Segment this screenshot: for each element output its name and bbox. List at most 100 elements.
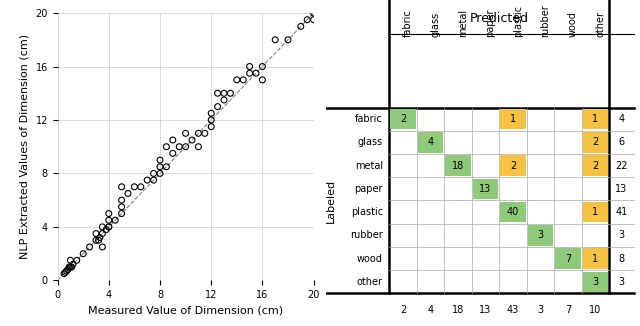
Point xyxy=(104,218,114,223)
Point xyxy=(302,17,312,22)
Bar xyxy=(390,109,415,129)
Point xyxy=(212,104,223,109)
Point xyxy=(244,64,255,69)
Bar xyxy=(583,272,608,292)
Point xyxy=(168,151,178,156)
Point xyxy=(91,231,101,236)
Text: 18: 18 xyxy=(452,305,464,315)
Text: paper: paper xyxy=(485,9,495,37)
Text: 1: 1 xyxy=(510,114,516,124)
Point xyxy=(193,144,204,149)
Text: 18: 18 xyxy=(452,161,464,170)
Point xyxy=(219,91,229,96)
Bar xyxy=(418,132,443,153)
Text: 2: 2 xyxy=(593,161,598,170)
Point xyxy=(97,231,108,236)
Point xyxy=(104,224,114,230)
Point xyxy=(257,77,268,82)
Point xyxy=(168,138,178,143)
Point xyxy=(308,10,319,16)
Point xyxy=(142,177,152,183)
Point xyxy=(104,224,114,230)
Bar xyxy=(500,156,525,176)
Text: wood: wood xyxy=(568,12,578,37)
Text: 10: 10 xyxy=(589,305,602,315)
Point xyxy=(155,164,165,170)
Point xyxy=(180,131,191,136)
Bar xyxy=(583,202,608,222)
Text: fabric: fabric xyxy=(355,114,383,124)
Point xyxy=(251,70,261,76)
Text: 1: 1 xyxy=(593,207,598,217)
Text: 13: 13 xyxy=(479,305,492,315)
Point xyxy=(64,264,74,270)
Text: 3: 3 xyxy=(538,305,543,315)
Text: rubber: rubber xyxy=(350,230,383,240)
Point xyxy=(65,258,76,263)
Point xyxy=(95,235,105,240)
Text: 22: 22 xyxy=(615,161,628,170)
Point xyxy=(155,171,165,176)
Text: 6: 6 xyxy=(618,138,625,147)
Point xyxy=(206,124,216,129)
Point xyxy=(61,268,72,274)
Point xyxy=(84,244,95,250)
Text: metal: metal xyxy=(355,161,383,170)
Point xyxy=(161,144,172,149)
Bar xyxy=(583,248,608,269)
Point xyxy=(116,211,127,216)
Point xyxy=(101,227,111,232)
Point xyxy=(225,91,236,96)
Bar xyxy=(473,179,498,199)
Point xyxy=(116,198,127,203)
Text: 1: 1 xyxy=(593,254,598,263)
Bar xyxy=(583,132,608,153)
Point xyxy=(244,70,255,76)
Text: 1: 1 xyxy=(593,114,598,124)
Point xyxy=(116,204,127,209)
Text: 43: 43 xyxy=(507,305,519,315)
Point xyxy=(123,191,133,196)
Point xyxy=(193,131,204,136)
Point xyxy=(97,244,108,250)
Bar xyxy=(556,248,580,269)
Text: 7: 7 xyxy=(565,254,571,263)
Bar xyxy=(500,109,525,129)
Text: glass: glass xyxy=(430,12,440,37)
Text: 13: 13 xyxy=(479,184,492,194)
Point xyxy=(180,144,191,149)
Text: rubber: rubber xyxy=(540,5,550,37)
Bar xyxy=(445,156,470,176)
Text: 3: 3 xyxy=(618,277,625,287)
Point xyxy=(68,262,78,267)
Point xyxy=(136,184,146,189)
Text: Labeled: Labeled xyxy=(326,178,336,223)
Text: other: other xyxy=(357,277,383,287)
Point xyxy=(63,267,73,272)
Text: 2: 2 xyxy=(400,114,406,124)
Point xyxy=(60,270,70,275)
Text: other: other xyxy=(595,11,605,37)
Text: 40: 40 xyxy=(507,207,519,217)
Point xyxy=(129,184,140,189)
Point xyxy=(161,164,172,170)
Point xyxy=(308,17,319,22)
Point xyxy=(78,251,88,256)
Point xyxy=(148,177,159,183)
Text: 4: 4 xyxy=(428,305,433,315)
Point xyxy=(238,77,248,82)
Text: paper: paper xyxy=(355,184,383,194)
X-axis label: Measured Value of Dimension (cm): Measured Value of Dimension (cm) xyxy=(88,306,283,316)
Text: glass: glass xyxy=(358,138,383,147)
Point xyxy=(93,238,104,243)
Point xyxy=(219,97,229,102)
Text: 41: 41 xyxy=(616,207,628,217)
Point xyxy=(174,144,184,149)
Text: 7: 7 xyxy=(565,305,571,315)
Point xyxy=(65,264,76,270)
Point xyxy=(116,184,127,189)
Point xyxy=(148,171,159,176)
Bar xyxy=(500,202,525,222)
Y-axis label: NLP Extracted Values of Dimension (cm): NLP Extracted Values of Dimension (cm) xyxy=(20,34,30,259)
Point xyxy=(97,224,108,230)
